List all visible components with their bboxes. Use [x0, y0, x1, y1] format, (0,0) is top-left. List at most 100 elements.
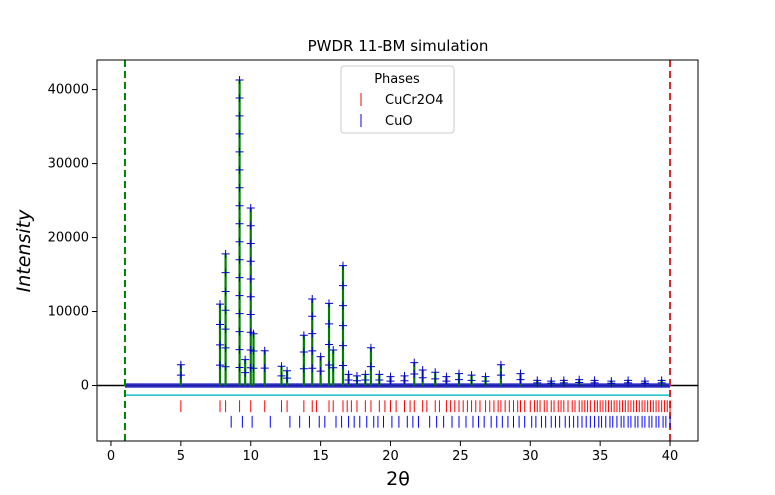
legend-entry-cuo: CuO	[385, 114, 413, 129]
y-axis-label: Intensity	[13, 209, 35, 292]
observed-point	[235, 309, 244, 318]
observed-point	[533, 376, 542, 385]
plot-area	[97, 60, 698, 441]
observed-point	[559, 376, 568, 385]
y-tick-label: 40000	[48, 83, 89, 98]
observed-point	[467, 371, 476, 380]
observed-point	[235, 183, 244, 192]
observed-point	[246, 221, 255, 230]
legend-box	[340, 65, 455, 134]
observed-point	[215, 361, 224, 370]
observed-point	[215, 300, 224, 309]
x-tick-label: 40	[662, 449, 679, 464]
x-axis-label: 2θ	[386, 468, 410, 490]
observed-point	[235, 111, 244, 120]
observed-point	[496, 371, 505, 380]
observed-point	[249, 364, 258, 373]
observed-point	[241, 368, 250, 377]
observed-point	[338, 261, 347, 270]
observed-point	[375, 370, 384, 379]
observed-point	[338, 301, 347, 310]
observed-point	[325, 319, 334, 328]
observed-point	[241, 355, 250, 364]
observed-point	[308, 312, 317, 321]
observed-point	[657, 376, 666, 385]
observed-point	[246, 239, 255, 248]
y-tick-label: 10000	[48, 305, 89, 320]
observed-point	[308, 329, 317, 338]
axes-frame	[96, 59, 699, 442]
observed-point	[235, 363, 244, 372]
observed-point	[410, 370, 419, 379]
observed-point	[410, 358, 419, 367]
axes-ticks: 0 5 10 15 20 25 30 35 40 0 10000 20000 30000 40000	[48, 83, 679, 464]
observed-point	[308, 294, 317, 303]
observed-point	[235, 291, 244, 300]
x-tick-label: 25	[452, 449, 469, 464]
y-tick-label: 0	[81, 379, 89, 394]
observed-point	[221, 287, 230, 296]
observed-point	[400, 371, 409, 380]
x-tick-label: 0	[107, 449, 115, 464]
observed-point	[338, 361, 347, 370]
x-tick-label: 10	[242, 449, 259, 464]
observed-point	[260, 364, 269, 373]
observed-point	[325, 340, 334, 349]
observed-point	[516, 369, 525, 378]
observed-point	[547, 377, 556, 386]
x-tick-label: 5	[177, 449, 185, 464]
observed-point	[221, 325, 230, 334]
observed-point	[325, 360, 334, 369]
observed-point	[235, 75, 244, 84]
observed-point	[235, 345, 244, 354]
observed-point	[496, 360, 505, 369]
observed-point	[386, 372, 395, 381]
observed-point	[249, 329, 258, 338]
observed-point	[607, 377, 616, 386]
observed-point	[624, 376, 633, 385]
observed-point	[246, 292, 255, 301]
observed-point	[277, 362, 286, 371]
observed-point	[481, 372, 490, 381]
observed-point	[418, 373, 427, 382]
observed-point	[221, 343, 230, 352]
legend-title: Phases	[374, 72, 420, 87]
observed-point	[246, 257, 255, 266]
observed-point	[235, 327, 244, 336]
observed-point	[454, 369, 463, 378]
observed-point	[235, 237, 244, 246]
observed-point	[235, 219, 244, 228]
observed-point	[176, 360, 185, 369]
observed-point	[221, 306, 230, 315]
observed-point	[590, 376, 599, 385]
observed-point	[235, 165, 244, 174]
observed-point	[235, 129, 244, 138]
observed-point	[431, 368, 440, 377]
observed-baseline-band	[124, 383, 671, 388]
observed-point	[316, 367, 325, 376]
observed-point	[366, 343, 375, 352]
observed-point	[249, 346, 258, 355]
observed-point	[246, 310, 255, 319]
observed-point	[283, 366, 292, 375]
observed-point	[325, 299, 334, 308]
y-tick-label: 20000	[48, 231, 89, 246]
observed-point	[361, 370, 370, 379]
observed-point	[299, 364, 308, 373]
observed-point	[338, 341, 347, 350]
y-tick-label: 30000	[48, 157, 89, 172]
observed-point	[640, 377, 649, 386]
observed-point	[338, 281, 347, 290]
observed-point	[316, 352, 325, 361]
observed-point	[308, 346, 317, 355]
observed-point	[221, 268, 230, 277]
legend-entry-cucr2o4: CuCr2O4	[385, 93, 444, 108]
observed-point	[344, 370, 353, 379]
observed-point	[442, 372, 451, 381]
x-tick-label: 20	[382, 449, 399, 464]
observed-point	[329, 346, 338, 355]
legend: Phases CuCr2O4 CuO	[340, 65, 455, 134]
observed-point	[277, 371, 286, 380]
observed-point	[308, 364, 317, 373]
